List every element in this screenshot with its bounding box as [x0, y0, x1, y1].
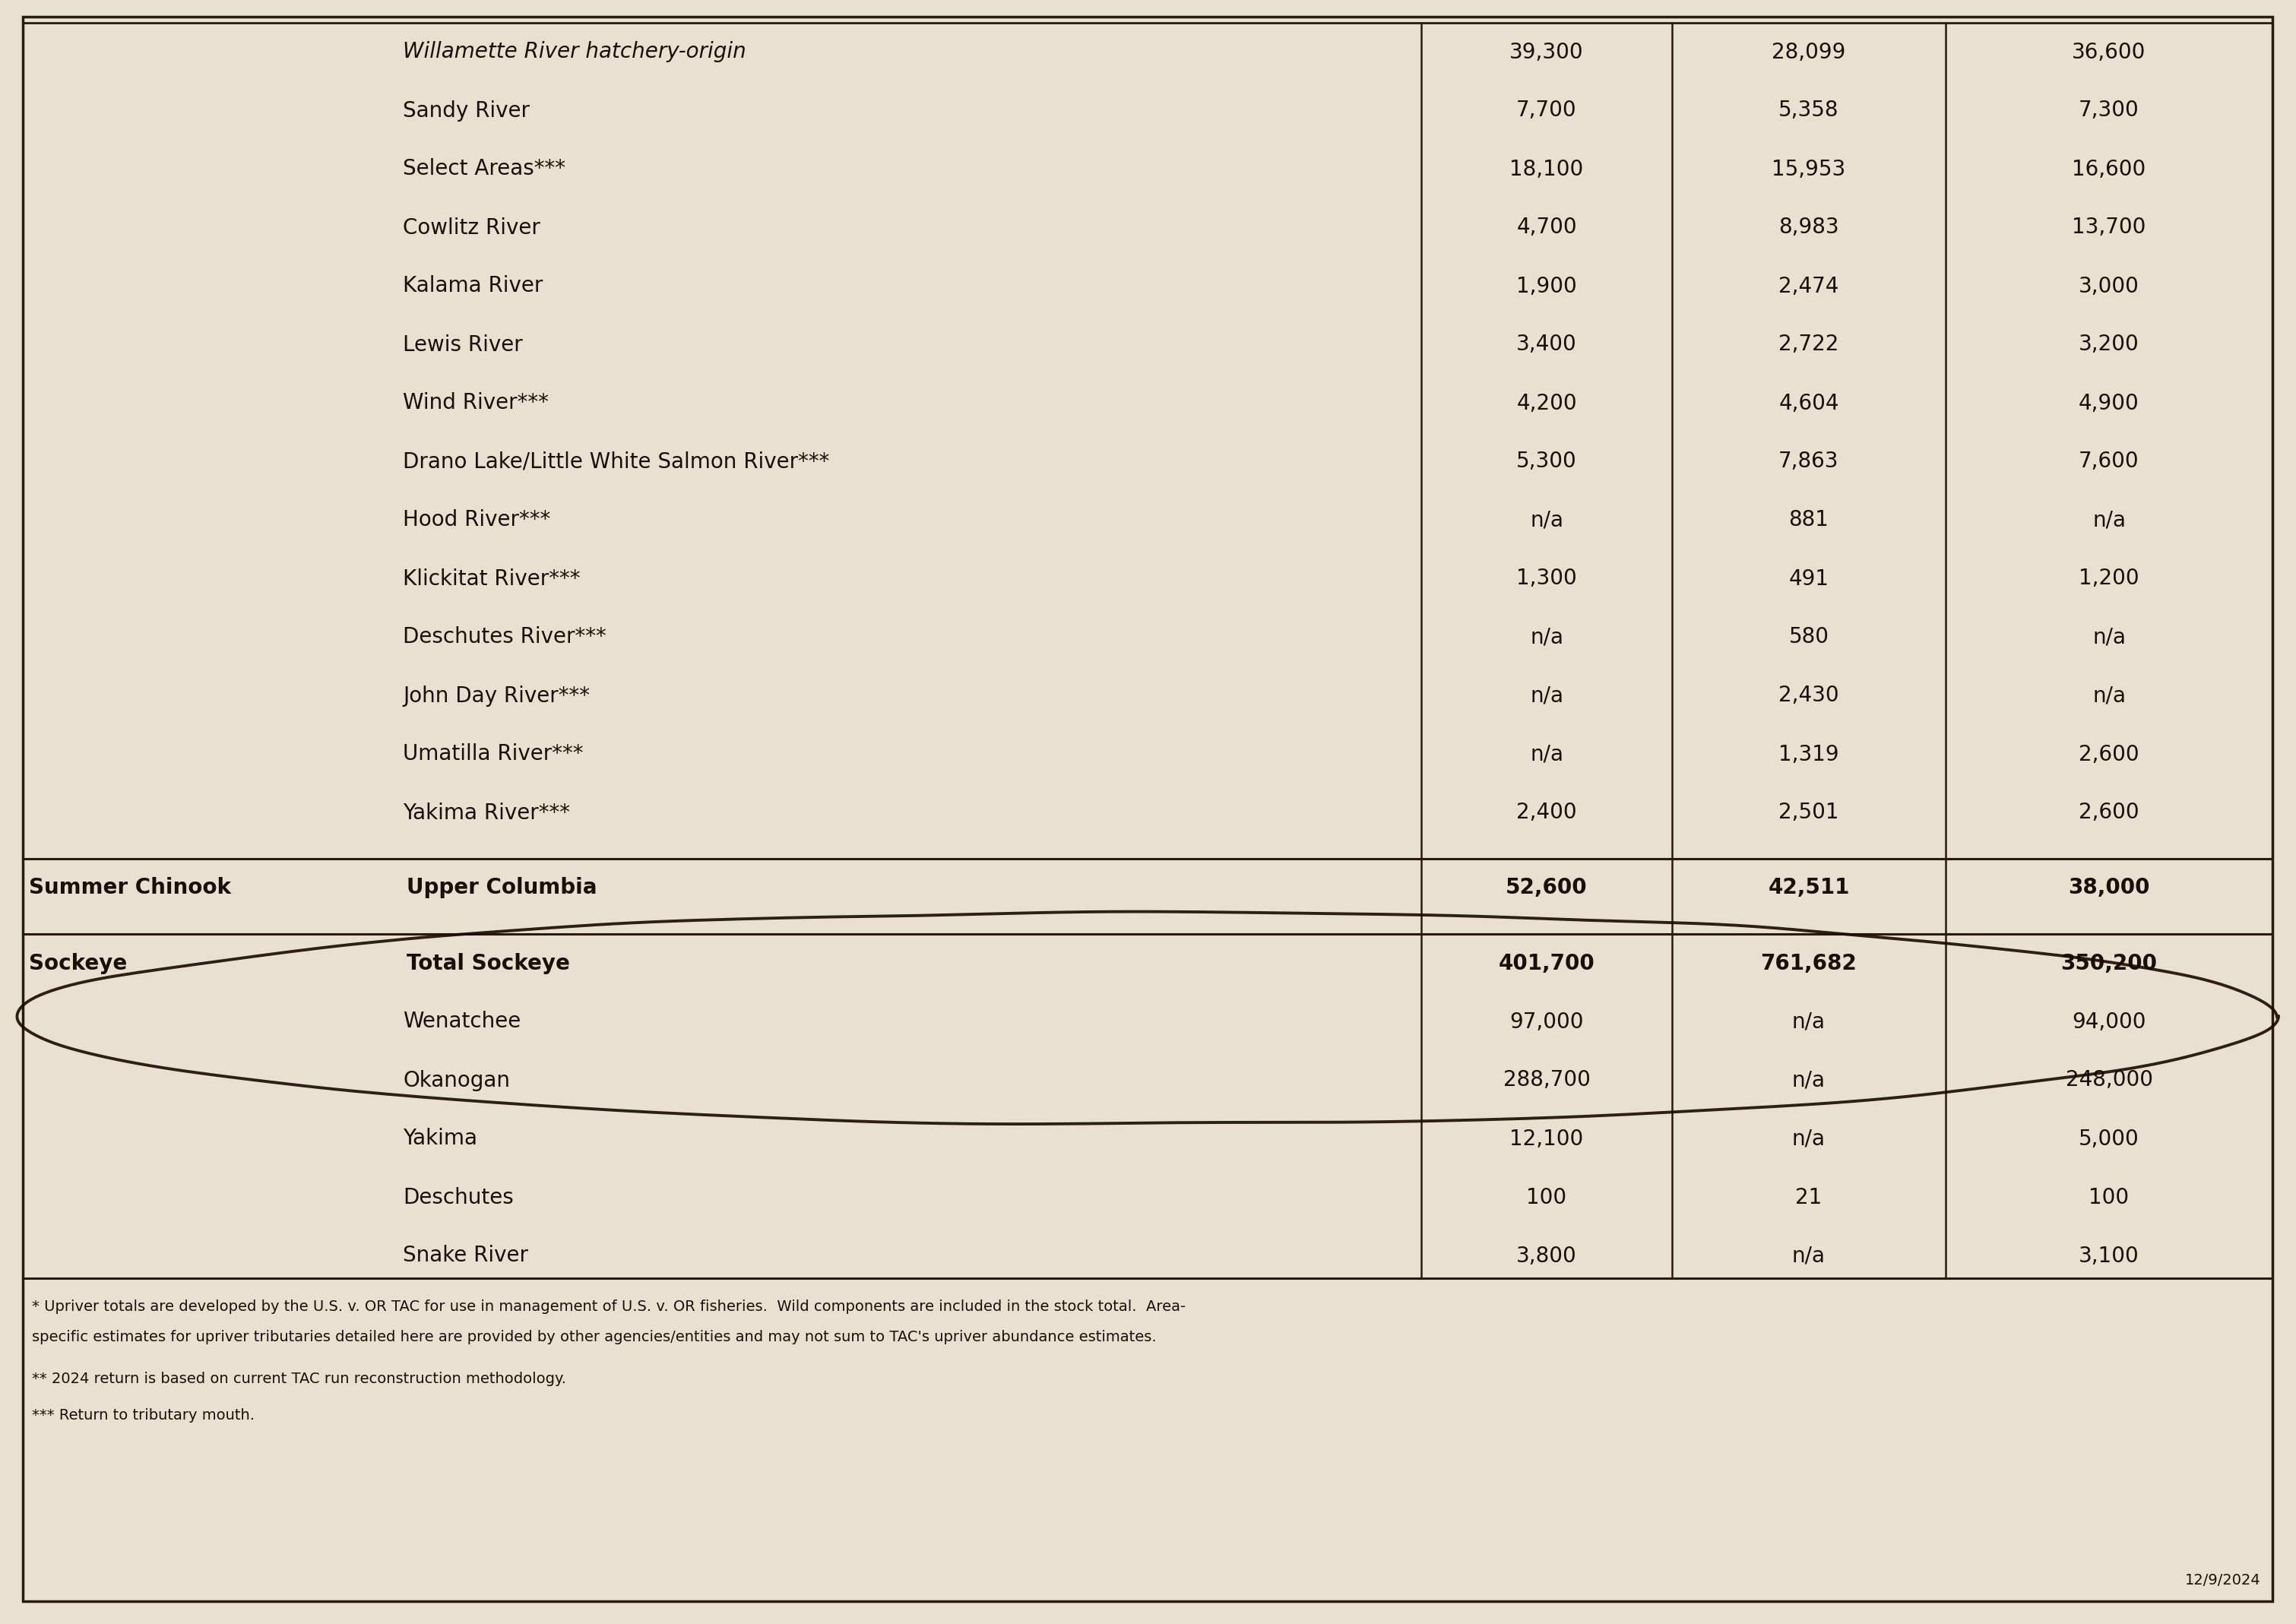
Text: 2,600: 2,600 [2078, 744, 2140, 765]
Text: 248,000: 248,000 [2066, 1070, 2154, 1091]
Text: Lewis River: Lewis River [402, 335, 523, 356]
Text: Yakima: Yakima [402, 1129, 478, 1150]
Text: 761,682: 761,682 [1761, 953, 1857, 974]
Text: n/a: n/a [1793, 1070, 1825, 1091]
Text: Sockeye: Sockeye [30, 953, 126, 974]
Text: 100: 100 [2089, 1187, 2128, 1208]
Text: Sandy River: Sandy River [402, 101, 530, 122]
Text: 1,319: 1,319 [1779, 744, 1839, 765]
Text: John Day River***: John Day River*** [402, 685, 590, 706]
Text: 288,700: 288,700 [1504, 1070, 1591, 1091]
Text: Drano Lake/Little White Salmon River***: Drano Lake/Little White Salmon River*** [402, 451, 829, 473]
Text: n/a: n/a [1529, 510, 1564, 531]
Text: 100: 100 [1527, 1187, 1566, 1208]
Text: Deschutes: Deschutes [402, 1187, 514, 1208]
Text: 5,300: 5,300 [1515, 451, 1577, 473]
Text: 4,700: 4,700 [1515, 218, 1577, 239]
Text: 97,000: 97,000 [1508, 1012, 1584, 1033]
Text: 7,700: 7,700 [1515, 101, 1577, 122]
Text: 1,900: 1,900 [1515, 276, 1577, 297]
Text: Yakima River***: Yakima River*** [402, 802, 569, 823]
Text: 15,953: 15,953 [1773, 159, 1846, 180]
Text: 7,863: 7,863 [1779, 451, 1839, 473]
Text: Summer Chinook: Summer Chinook [30, 877, 232, 898]
Text: n/a: n/a [2092, 627, 2126, 648]
Text: * Upriver totals are developed by the U.S. v. OR TAC for use in management of U.: * Upriver totals are developed by the U.… [32, 1299, 1185, 1314]
Text: Klickitat River***: Klickitat River*** [402, 568, 581, 590]
Text: Snake River: Snake River [402, 1246, 528, 1267]
Text: 2,501: 2,501 [1779, 802, 1839, 823]
Text: 580: 580 [1789, 627, 1830, 648]
Text: specific estimates for upriver tributaries detailed here are provided by other a: specific estimates for upriver tributari… [32, 1330, 1157, 1345]
Text: 1,200: 1,200 [2078, 568, 2140, 590]
Text: 13,700: 13,700 [2071, 218, 2147, 239]
Text: 4,200: 4,200 [1515, 393, 1577, 414]
Text: 3,200: 3,200 [2078, 335, 2140, 356]
Text: 401,700: 401,700 [1499, 953, 1596, 974]
Text: 52,600: 52,600 [1506, 877, 1587, 898]
Text: n/a: n/a [1793, 1246, 1825, 1267]
Text: n/a: n/a [1529, 627, 1564, 648]
Text: 36,600: 36,600 [2071, 42, 2147, 63]
Text: 7,300: 7,300 [2078, 101, 2140, 122]
Text: n/a: n/a [2092, 685, 2126, 706]
Text: Deschutes River***: Deschutes River*** [402, 627, 606, 648]
Text: 38,000: 38,000 [2069, 877, 2149, 898]
Text: 3,400: 3,400 [1515, 335, 1577, 356]
Text: 491: 491 [1789, 568, 1830, 590]
Text: ** 2024 return is based on current TAC run reconstruction methodology.: ** 2024 return is based on current TAC r… [32, 1372, 567, 1387]
Text: 7,600: 7,600 [2078, 451, 2140, 473]
Text: 5,358: 5,358 [1779, 101, 1839, 122]
Text: 3,000: 3,000 [2078, 276, 2140, 297]
Text: 3,100: 3,100 [2078, 1246, 2140, 1267]
Text: 4,604: 4,604 [1779, 393, 1839, 414]
Text: Kalama River: Kalama River [402, 276, 542, 297]
Text: n/a: n/a [2092, 510, 2126, 531]
Text: 5,000: 5,000 [2078, 1129, 2140, 1150]
Text: 12/9/2024: 12/9/2024 [2186, 1574, 2262, 1588]
Text: Willamette River hatchery-origin: Willamette River hatchery-origin [402, 42, 746, 63]
Text: 3,800: 3,800 [1515, 1246, 1577, 1267]
Text: Wenatchee: Wenatchee [402, 1012, 521, 1033]
Text: Total Sockeye: Total Sockeye [406, 953, 569, 974]
Text: 8,983: 8,983 [1779, 218, 1839, 239]
Text: 2,722: 2,722 [1779, 335, 1839, 356]
Text: 16,600: 16,600 [2071, 159, 2147, 180]
Text: Wind River***: Wind River*** [402, 393, 549, 414]
Text: 2,600: 2,600 [2078, 802, 2140, 823]
Text: n/a: n/a [1793, 1012, 1825, 1033]
Text: 21: 21 [1795, 1187, 1823, 1208]
Text: *** Return to tributary mouth.: *** Return to tributary mouth. [32, 1408, 255, 1423]
Text: Umatilla River***: Umatilla River*** [402, 744, 583, 765]
Text: n/a: n/a [1793, 1129, 1825, 1150]
Text: n/a: n/a [1529, 744, 1564, 765]
Text: Select Areas***: Select Areas*** [402, 159, 565, 180]
Text: 2,474: 2,474 [1779, 276, 1839, 297]
Text: 18,100: 18,100 [1511, 159, 1584, 180]
Text: 28,099: 28,099 [1773, 42, 1846, 63]
Text: Cowlitz River: Cowlitz River [402, 218, 540, 239]
Text: 42,511: 42,511 [1768, 877, 1851, 898]
Text: 12,100: 12,100 [1511, 1129, 1584, 1150]
Text: Hood River***: Hood River*** [402, 510, 551, 531]
Text: Upper Columbia: Upper Columbia [406, 877, 597, 898]
Text: 2,400: 2,400 [1515, 802, 1577, 823]
Text: 881: 881 [1789, 510, 1830, 531]
Text: 94,000: 94,000 [2071, 1012, 2147, 1033]
Text: 350,200: 350,200 [2062, 953, 2158, 974]
Text: 4,900: 4,900 [2078, 393, 2140, 414]
Text: n/a: n/a [1529, 685, 1564, 706]
Text: 39,300: 39,300 [1508, 42, 1584, 63]
Text: 2,430: 2,430 [1779, 685, 1839, 706]
Text: 1,300: 1,300 [1515, 568, 1577, 590]
Text: Okanogan: Okanogan [402, 1070, 510, 1091]
